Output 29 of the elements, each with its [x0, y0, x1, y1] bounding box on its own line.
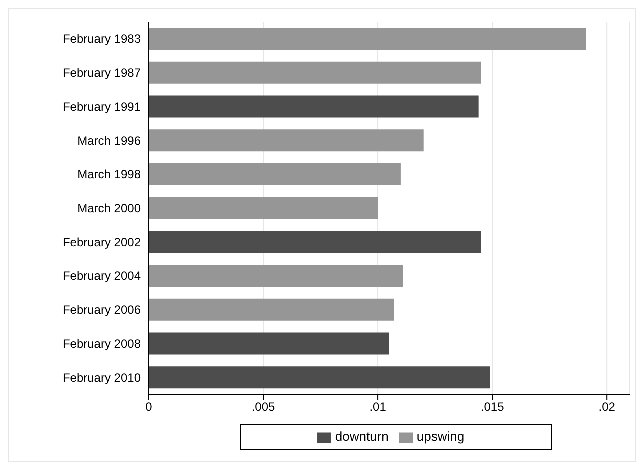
y-tick-label: March 2000: [78, 201, 142, 216]
bar: [149, 96, 479, 118]
bar: [149, 163, 401, 186]
x-tick-label: 0: [146, 400, 153, 414]
y-tick-label: March 1998: [78, 168, 142, 182]
y-tick-label: February 2004: [62, 269, 142, 284]
y-tick-label: March 1996: [78, 134, 142, 148]
x-tick-label: .015: [480, 400, 505, 414]
bar: [149, 332, 390, 355]
bar: [149, 298, 394, 321]
y-tick-label: February 2006: [62, 303, 142, 318]
y-tick-label: February 1987: [62, 66, 142, 80]
x-tick-label: .02: [598, 400, 616, 414]
y-tick-label: February 2002: [62, 235, 142, 250]
legend-label: upswing: [416, 429, 465, 444]
y-tick-label: February 2008: [62, 336, 142, 351]
bar: [149, 366, 490, 389]
x-tick-label: .01: [370, 400, 387, 414]
bar: [149, 265, 404, 288]
y-tick-label: February 2010: [62, 370, 142, 385]
bar: [149, 197, 378, 220]
y-tick-label: February 1991: [62, 100, 142, 114]
bar: [149, 28, 586, 50]
x-tick-label: .005: [252, 400, 276, 414]
bar: [149, 130, 424, 152]
bar: [149, 231, 482, 254]
y-tick-label: February 1983: [62, 32, 142, 46]
legend-label: downturn: [335, 429, 389, 444]
bar: [149, 62, 482, 84]
